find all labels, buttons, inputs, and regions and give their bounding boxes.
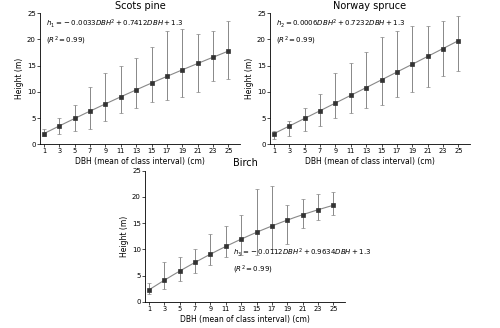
Title: Scots pine: Scots pine <box>114 1 166 11</box>
Y-axis label: Height (m): Height (m) <box>245 58 254 99</box>
Text: $h_2 = 0.0006DBH^2 + 0.7232DBH + 1.3$
$(R^2 = 0.99)$: $h_2 = 0.0006DBH^2 + 0.7232DBH + 1.3$ $(… <box>276 17 406 47</box>
Title: Norway spruce: Norway spruce <box>334 1 406 11</box>
X-axis label: DBH (mean of class interval) (cm): DBH (mean of class interval) (cm) <box>180 315 310 324</box>
Y-axis label: Height (m): Height (m) <box>120 215 129 257</box>
Title: Birch: Birch <box>232 158 258 168</box>
X-axis label: DBH (mean of class interval) (cm): DBH (mean of class interval) (cm) <box>75 157 205 166</box>
Y-axis label: Height (m): Height (m) <box>15 58 24 99</box>
Text: $h_1 = -0.0033DBH^2 + 0.7412DBH + 1.3$
$(R^2 = 0.99)$: $h_1 = -0.0033DBH^2 + 0.7412DBH + 1.3$ $… <box>46 17 184 47</box>
X-axis label: DBH (mean of class interval) (cm): DBH (mean of class interval) (cm) <box>305 157 435 166</box>
Text: $h_3 = -0.0112DBH^2 + 0.9634DBH + 1.3$
$(R^2 = 0.99)$: $h_3 = -0.0112DBH^2 + 0.9634DBH + 1.3$ $… <box>233 247 372 277</box>
